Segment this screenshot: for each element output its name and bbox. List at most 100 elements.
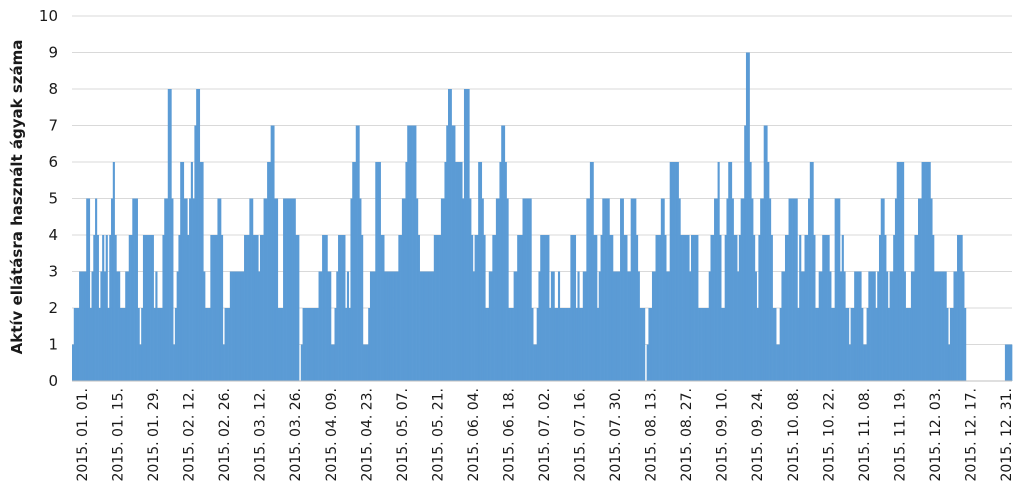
bar: [228, 308, 231, 381]
x-tick-label: 2015. 09. 10.: [715, 388, 731, 482]
bar: [542, 235, 545, 381]
x-tick-label: 2015. 03. 26.: [288, 388, 304, 482]
bar: [407, 125, 410, 381]
bar: [554, 308, 557, 381]
bar: [144, 235, 147, 381]
bar: [916, 235, 919, 381]
bar: [240, 271, 243, 381]
bar: [565, 308, 568, 381]
bar: [497, 198, 500, 381]
bar: [586, 198, 589, 381]
bar: [749, 162, 752, 381]
bar: [100, 271, 103, 381]
bar: [1010, 344, 1013, 381]
y-tick-label: 10: [39, 7, 58, 25]
bar: [89, 308, 92, 381]
bar: [831, 308, 834, 381]
x-tick-label: 2015. 09. 24.: [750, 388, 766, 482]
bar: [199, 162, 202, 381]
bar: [229, 271, 232, 381]
bar: [235, 271, 238, 381]
bar: [93, 235, 96, 381]
bar: [96, 235, 99, 381]
bar: [208, 308, 211, 381]
bar: [543, 235, 546, 381]
bar: [499, 162, 502, 381]
bar: [753, 235, 756, 381]
bar: [573, 235, 577, 381]
bar: [448, 89, 451, 381]
bar: [185, 198, 188, 381]
bar: [304, 308, 307, 381]
bar: [678, 198, 681, 381]
bar: [745, 52, 749, 381]
bar: [224, 308, 227, 381]
x-tick-label: 2015. 07. 30.: [608, 388, 624, 482]
bar: [111, 198, 114, 381]
bar: [534, 344, 538, 381]
bar: [827, 235, 830, 381]
bar: [444, 162, 447, 381]
bar: [73, 308, 76, 381]
bar: [549, 308, 552, 381]
bar: [751, 198, 754, 381]
bar: [808, 198, 811, 381]
bar: [611, 235, 614, 381]
bar: [283, 198, 286, 381]
bar: [767, 162, 770, 381]
bar: [412, 125, 415, 381]
bar: [251, 198, 254, 381]
bar: [446, 125, 449, 381]
x-tick-label: 2015. 06. 18.: [502, 388, 518, 482]
bar: [852, 308, 855, 381]
bar: [437, 235, 440, 381]
bar: [440, 198, 444, 381]
y-tick-label: 5: [48, 190, 58, 208]
bar: [596, 308, 600, 381]
bar: [667, 271, 671, 381]
bar: [949, 308, 953, 381]
bar: [354, 162, 357, 381]
bar: [212, 235, 215, 381]
bar: [623, 235, 626, 381]
bar: [933, 271, 937, 381]
bar: [728, 162, 731, 381]
bar: [925, 162, 928, 381]
bar: [164, 198, 167, 381]
x-tick-label: 2015. 11. 19.: [892, 388, 908, 482]
bar: [870, 271, 873, 381]
bar: [393, 271, 396, 381]
y-tick-labels: 0 1 2 3 4 5 6 7 8 9 10: [39, 7, 58, 390]
bar: [348, 308, 351, 381]
bar: [926, 162, 929, 381]
bar: [495, 198, 499, 381]
bar: [540, 235, 543, 381]
bar: [675, 162, 678, 381]
bar: [244, 235, 247, 381]
bar: [878, 235, 882, 381]
bar: [769, 198, 772, 381]
bar: [311, 308, 314, 381]
bar: [189, 198, 192, 381]
bar: [779, 308, 782, 381]
bar: [135, 198, 138, 381]
bar: [288, 198, 291, 381]
bar: [765, 125, 768, 381]
bar: [268, 162, 271, 381]
bar: [119, 308, 123, 381]
bar: [545, 235, 548, 381]
bar: [329, 271, 332, 381]
bar: [428, 271, 431, 381]
bar: [655, 235, 658, 381]
bar: [724, 235, 727, 381]
bar: [215, 235, 218, 381]
bar: [721, 308, 724, 381]
bar: [125, 271, 128, 381]
bar: [401, 198, 405, 381]
bar: [222, 344, 225, 381]
bar: [323, 235, 326, 381]
bar: [442, 198, 445, 381]
bar: [510, 308, 513, 381]
bar: [226, 308, 229, 381]
